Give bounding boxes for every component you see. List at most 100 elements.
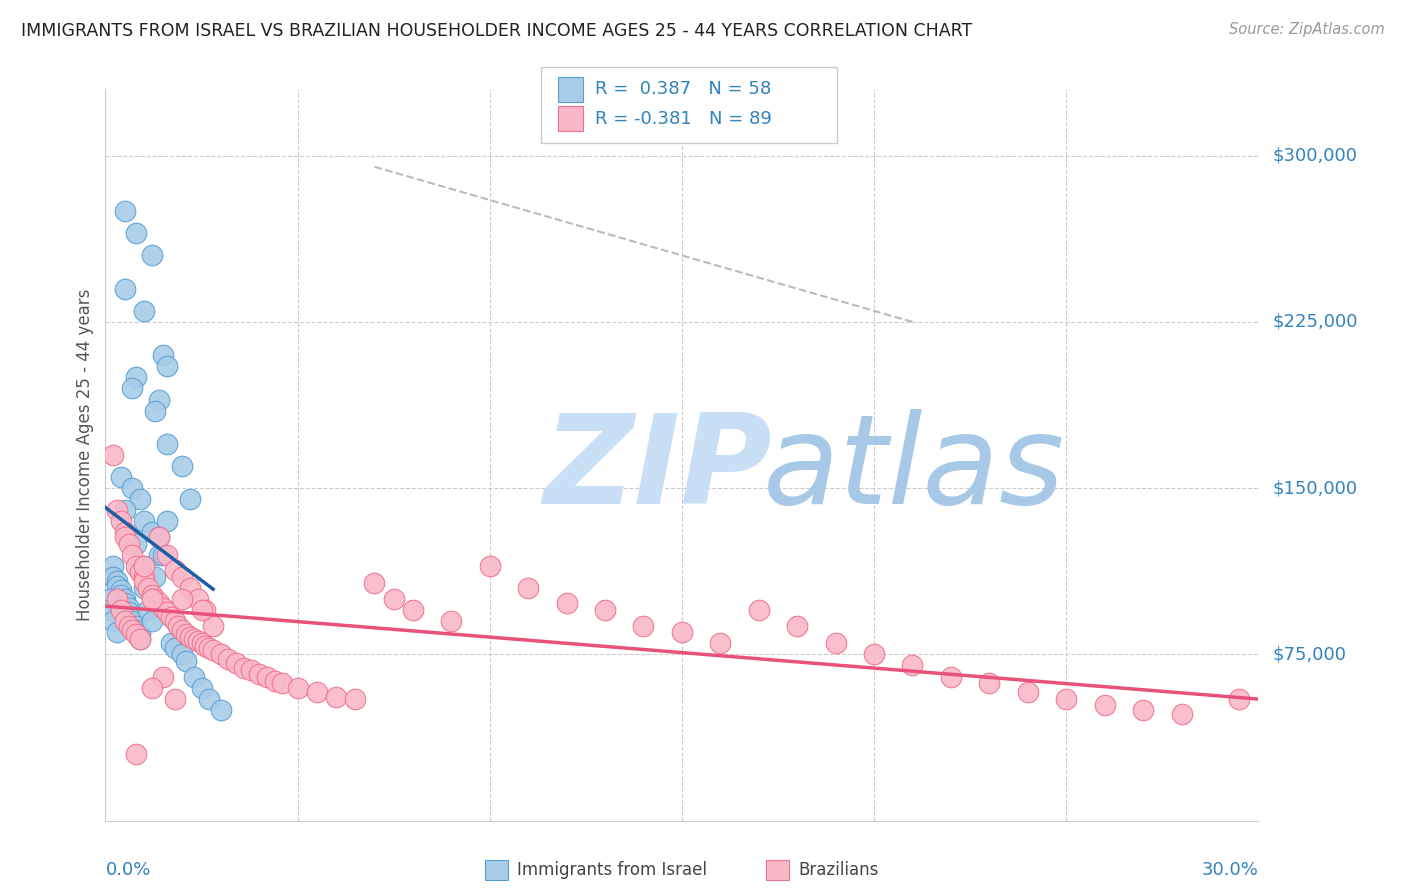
Point [179,581,201,595]
Point [190,636,212,650]
Point [225,657,247,671]
Point [198,691,221,706]
Point [152,600,174,615]
Point [117,618,139,632]
Point [110,470,132,484]
Point [110,588,132,602]
Point [105,592,128,607]
Text: atlas: atlas [762,409,1064,530]
Point [271,676,294,690]
Point [202,618,225,632]
Point [148,392,170,407]
Point [187,592,209,607]
Point [402,603,425,617]
Text: Immigrants from Israel: Immigrants from Israel [517,861,707,879]
Text: R = -0.381   N = 89: R = -0.381 N = 89 [595,110,772,128]
Point [101,448,124,462]
Point [363,576,385,591]
Point [1170,707,1192,722]
Point [1017,685,1039,699]
Point [121,548,143,562]
Point [593,603,616,617]
Point [148,548,170,562]
Point [136,603,159,617]
Point [232,661,254,675]
Point [202,643,225,657]
Point [156,605,179,619]
Point [198,640,221,655]
Y-axis label: Householder Income Ages 25 - 44 years: Householder Income Ages 25 - 44 years [76,289,94,621]
Point [141,588,163,602]
Point [105,503,128,517]
Point [114,614,136,628]
Point [132,574,155,589]
Point [121,609,143,624]
Point [179,630,201,644]
Point [156,515,179,529]
Point [939,669,962,683]
Text: $300,000: $300,000 [1272,146,1357,165]
Point [148,530,170,544]
Point [105,574,128,589]
Point [156,437,179,451]
Text: $150,000: $150,000 [1272,479,1357,497]
Point [179,492,201,507]
Point [174,627,197,641]
Point [979,676,1001,690]
Point [247,667,270,681]
Point [382,592,405,607]
Point [117,600,139,615]
Point [117,536,139,550]
Point [125,536,148,550]
Point [174,654,197,668]
Point [141,614,163,628]
Point [132,581,155,595]
Point [121,614,143,628]
Point [671,625,693,640]
Point [709,636,731,650]
Point [148,596,170,610]
Point [1227,691,1250,706]
Point [478,558,501,573]
Point [172,458,194,473]
Point [121,623,143,637]
Point [110,583,132,598]
Point [125,558,148,573]
Point [1094,698,1116,713]
Point [194,639,217,653]
Point [167,618,190,632]
Point [163,691,186,706]
Point [172,648,194,662]
Point [125,227,148,241]
Point [101,614,124,628]
Text: Source: ZipAtlas.com: Source: ZipAtlas.com [1229,22,1385,37]
Text: ZIP: ZIP [544,409,772,530]
Point [863,648,886,662]
Point [194,603,217,617]
Point [183,632,205,646]
Text: 0.0%: 0.0% [105,861,150,879]
Point [209,703,232,717]
Point [114,530,136,544]
Text: $225,000: $225,000 [1272,313,1358,331]
Point [209,648,232,662]
Point [183,669,205,683]
Point [129,627,152,641]
Point [105,579,128,593]
Point [114,503,136,517]
Point [125,627,148,641]
Point [159,636,181,650]
Point [105,625,128,640]
Point [152,348,174,362]
Point [125,370,148,384]
Point [117,605,139,619]
Point [163,614,186,628]
Point [240,663,263,677]
Point [125,747,148,761]
Point [141,592,163,607]
Point [132,558,155,573]
Point [555,596,578,610]
Point [263,673,285,688]
Point [121,381,143,395]
Point [132,570,155,584]
